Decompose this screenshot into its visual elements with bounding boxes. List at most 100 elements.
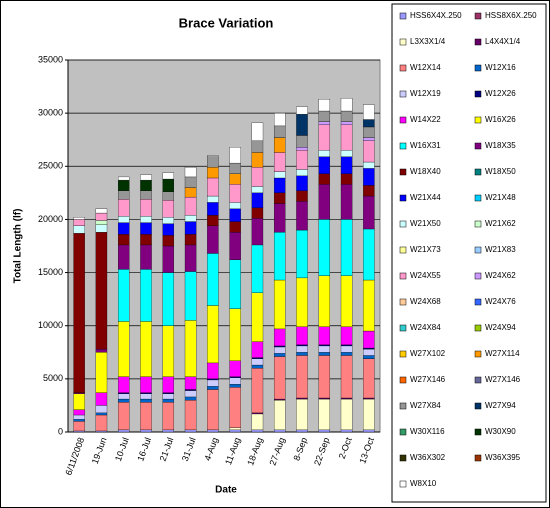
- bar-segment: [296, 169, 308, 177]
- y-axis-label: Total Length (lf): [13, 209, 24, 284]
- bar-segment: [273, 171, 286, 179]
- bar-segment: [117, 190, 130, 200]
- legend-swatch: [474, 64, 482, 72]
- bar-segment: [340, 184, 353, 220]
- bar-segment: [207, 155, 219, 157]
- bar-segment: [140, 179, 152, 191]
- bar-segment: [363, 119, 375, 128]
- legend-swatch: [474, 428, 482, 436]
- legend-swatch: [474, 116, 482, 124]
- bar-segment: [140, 190, 152, 200]
- legend-label: W27X146: [410, 375, 446, 384]
- bar-segment: [207, 379, 219, 387]
- legend-swatch: [399, 64, 407, 72]
- bar-segment: [318, 156, 331, 174]
- bar-segment: [162, 272, 175, 326]
- bar-segment: [73, 430, 85, 433]
- legend-label: W21X73: [410, 245, 441, 254]
- legend-label: W12X16: [485, 63, 516, 72]
- bar-segment: [229, 173, 241, 185]
- bar-segment: [363, 168, 375, 186]
- bar-segment: [273, 203, 286, 233]
- bar-segment: [162, 429, 175, 433]
- legend-swatch: [399, 194, 407, 202]
- bar-segment: [184, 187, 197, 198]
- legend-label: HSS8X6X.250: [485, 11, 537, 20]
- bar-segment: [296, 150, 308, 170]
- bar-segment: [363, 185, 375, 197]
- bar-segment: [296, 147, 308, 151]
- bar-segment: [273, 112, 286, 127]
- bar-segment: [229, 259, 241, 309]
- bar-segment: [140, 429, 152, 433]
- legend-swatch: [399, 90, 407, 98]
- y-tick-label: 25000: [38, 161, 63, 171]
- bar-segment: [184, 221, 197, 235]
- bar-segment: [73, 421, 85, 432]
- bar-segment: [184, 196, 197, 216]
- legend-swatch: [399, 38, 407, 46]
- bar-segment: [95, 352, 108, 393]
- bar-segment: [229, 308, 241, 361]
- bar-segment: [363, 126, 375, 138]
- bar-segment: [184, 320, 197, 377]
- legend-swatch: [474, 272, 482, 280]
- bar-segment: [296, 175, 308, 191]
- bar-segment: [251, 192, 264, 208]
- bar-segment: [95, 208, 108, 214]
- bar-segment: [318, 110, 331, 122]
- bar-segment: [318, 173, 331, 185]
- bar-segment: [140, 392, 152, 394]
- bar-segment: [363, 355, 375, 359]
- bar-segment: [273, 398, 286, 401]
- legend-swatch: [399, 220, 407, 228]
- bar-segment: [229, 429, 241, 433]
- bar-segment: [117, 222, 130, 235]
- legend-swatch: [474, 298, 482, 306]
- legend-swatch: [474, 168, 482, 176]
- bar-segment: [162, 393, 175, 400]
- bar-segment: [340, 326, 353, 345]
- bar-segment: [162, 376, 175, 393]
- bar-segment: [318, 326, 331, 345]
- legend-swatch: [474, 142, 482, 150]
- bar-segment: [363, 140, 375, 163]
- bar-segment: [117, 234, 130, 246]
- bar-segment: [117, 179, 130, 191]
- legend-swatch: [474, 38, 482, 46]
- bar-segment: [95, 405, 108, 414]
- legend-label: W27X102: [410, 349, 446, 358]
- legend-label: W30X116: [410, 427, 445, 436]
- bar-segment: [140, 216, 152, 223]
- legend-swatch: [474, 90, 482, 98]
- legend-label: W27X114: [485, 349, 520, 358]
- legend-label: W27X84: [410, 401, 441, 410]
- bar-segment: [184, 215, 197, 222]
- bar-segment: [140, 234, 152, 246]
- bar-segment: [117, 176, 130, 181]
- bar-segment: [340, 344, 353, 347]
- bar-segment: [95, 348, 108, 353]
- bar-segment: [184, 271, 197, 321]
- bar-segment: [340, 398, 353, 431]
- bar-segment: [184, 167, 197, 178]
- bar-segment: [318, 345, 331, 353]
- bar-segment: [229, 376, 241, 378]
- y-tick-label: 10000: [38, 320, 63, 330]
- legend-swatch: [474, 246, 482, 254]
- bar-segment: [273, 356, 286, 400]
- bar-segment: [73, 219, 85, 226]
- bar-segment: [184, 390, 197, 398]
- bar-segment: [318, 99, 331, 112]
- bar-segment: [296, 114, 308, 136]
- bar-segment: [340, 98, 353, 112]
- bar-segment: [184, 176, 197, 188]
- legend-label: W24X55: [410, 271, 441, 280]
- bar-segment: [140, 244, 152, 270]
- legend-label: W30X90: [485, 427, 516, 436]
- bar-segment: [207, 177, 219, 197]
- bar-segment: [318, 124, 331, 151]
- bar-segment: [117, 402, 130, 431]
- bar-segment: [162, 325, 175, 377]
